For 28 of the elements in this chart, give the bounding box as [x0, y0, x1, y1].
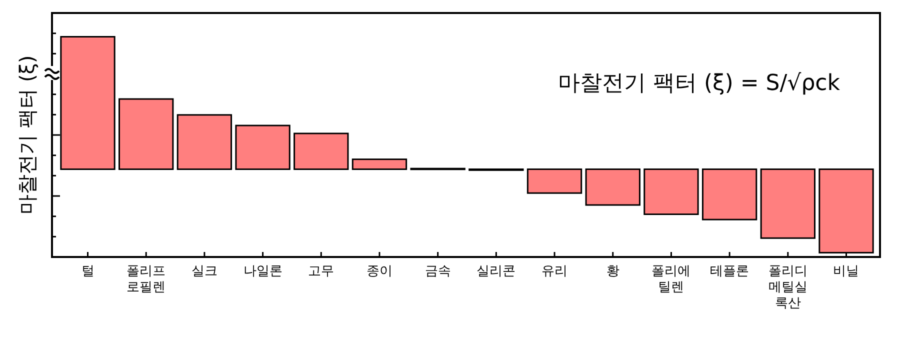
bar — [818, 168, 874, 254]
x-tick-label: 폴리프로필렌 — [126, 264, 166, 295]
bar — [352, 158, 408, 170]
bar — [60, 36, 116, 170]
x-tick-label: 비닐 — [833, 264, 860, 279]
x-tick-label: 금속 — [424, 264, 451, 279]
bar — [176, 114, 232, 170]
x-tick-label: 종이 — [366, 264, 392, 279]
x-tick-label: 나일론 — [243, 264, 282, 279]
bar — [644, 168, 699, 216]
x-tick-label: 폴리에틸렌 — [652, 264, 691, 295]
x-tick-label: 실크 — [191, 264, 218, 279]
bar — [294, 132, 349, 170]
x-tick-label: 폴리디메틸실록산 — [768, 264, 808, 311]
bar — [585, 168, 640, 206]
x-tick-label: 황 — [606, 264, 620, 279]
bar — [760, 168, 816, 239]
bar — [526, 168, 582, 194]
x-tick-label: 고무 — [308, 264, 334, 279]
bar — [702, 168, 758, 220]
x-tick-label: 털 — [81, 264, 94, 279]
bar — [118, 98, 174, 170]
y-axis-title: 마찰전기 팩터 (ξ) — [15, 55, 39, 215]
x-tick-label: 실리콘 — [476, 264, 516, 279]
x-tick-label: 유리 — [542, 264, 568, 279]
bar — [235, 124, 290, 170]
x-tick-label: 테플론 — [710, 264, 750, 279]
annotation: 마찰전기 팩터 (ξ) = S/√ρck — [558, 71, 840, 96]
